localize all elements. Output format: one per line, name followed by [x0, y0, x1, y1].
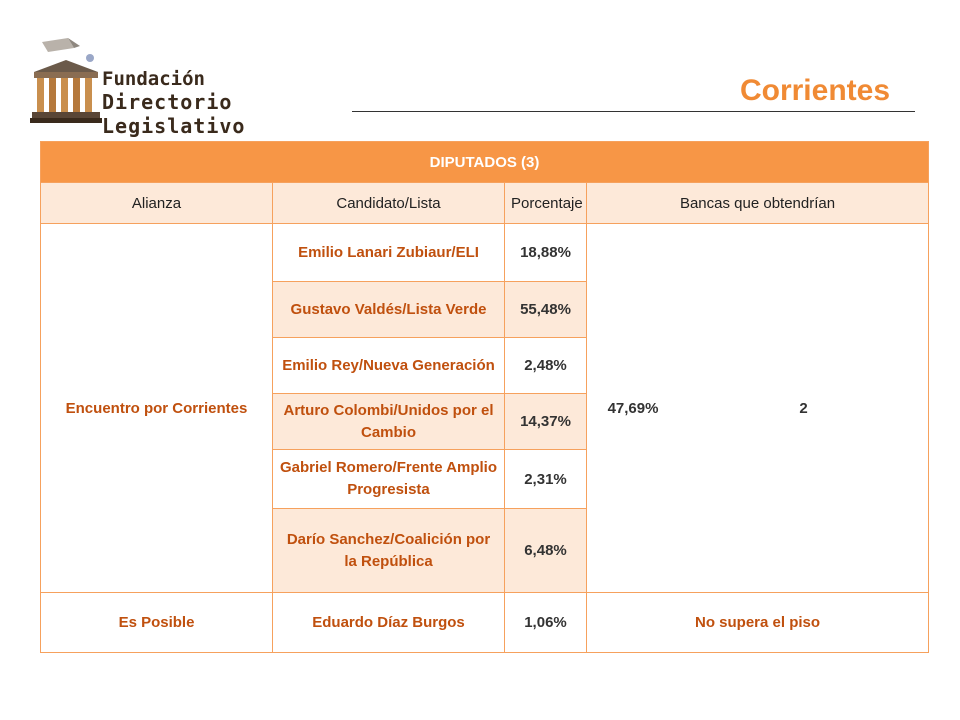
candidato-cell: Gabriel Romero/Frente Amplio Progresista	[272, 449, 505, 509]
column-header-row: Alianza Candidato/Lista Porcentaje Banca…	[40, 182, 930, 224]
candidato-cell: Emilio Rey/Nueva Generación	[272, 337, 505, 394]
candidato-cell: Gustavo Valdés/Lista Verde	[272, 281, 505, 338]
page-title: Corrientes	[739, 74, 890, 107]
bancas-cell: No supera el piso	[585, 592, 930, 653]
bancas-value: 2	[799, 399, 808, 417]
table-header: DIPUTADOS (3)	[39, 141, 930, 183]
column-header-porcentaje: Porcentaje	[504, 182, 587, 224]
porcentaje-cell: 2,31%	[504, 449, 587, 509]
title-divider	[352, 111, 915, 112]
porcentaje-cell: 55,48%	[504, 281, 587, 338]
table-row: Gabriel Romero/Frente Amplio Progresista…	[41, 449, 929, 509]
table-row: Darío Sanchez/Coalición por la República…	[41, 508, 929, 593]
alianza-cell: Encuentro por Corrientes	[40, 223, 273, 593]
porcentaje-cell: 1,06%	[504, 592, 587, 653]
group-total-cell: 47,69% 2	[585, 223, 930, 593]
logo-line1: Fundación	[102, 68, 205, 90]
logo-text: Fundación Directorio Legislativo	[102, 68, 338, 138]
column-header-candidato: Candidato/Lista	[272, 182, 505, 224]
porcentaje-cell: 14,37%	[504, 393, 587, 450]
logo: Fundación Directorio Legislativo	[28, 36, 338, 138]
logo-line2: Directorio Legislativo	[102, 90, 246, 138]
results-table: DIPUTADOS (3) Alianza Candidato/Lista Po…	[39, 141, 930, 653]
table-row: Gustavo Valdés/Lista Verde 55,48%	[41, 281, 929, 338]
column-header-bancas: Bancas que obtendrían	[585, 182, 930, 224]
building-icon	[30, 38, 102, 123]
porcentaje-cell: 18,88%	[504, 223, 587, 282]
candidato-cell: Emilio Lanari Zubiaur/ELI	[272, 223, 505, 282]
candidato-cell: Eduardo Díaz Burgos	[272, 592, 505, 653]
table-row: Es Posible Eduardo Díaz Burgos 1,06% No …	[40, 592, 930, 653]
candidato-cell: Arturo Colombi/Unidos por el Cambio	[272, 393, 505, 450]
porcentaje-cell: 6,48%	[504, 508, 587, 593]
alianza-cell: Es Posible	[40, 592, 273, 653]
porcentaje-total: 47,69%	[607, 399, 659, 417]
table-row: Encuentro por Corrientes Emilio Lanari Z…	[40, 223, 930, 593]
column-header-alianza: Alianza	[40, 182, 273, 224]
table-row: Emilio Rey/Nueva Generación 2,48%	[41, 337, 929, 394]
porcentaje-cell: 2,48%	[504, 337, 587, 394]
table-row: Arturo Colombi/Unidos por el Cambio 14,3…	[41, 393, 929, 450]
candidato-cell: Darío Sanchez/Coalición por la República	[272, 508, 505, 593]
